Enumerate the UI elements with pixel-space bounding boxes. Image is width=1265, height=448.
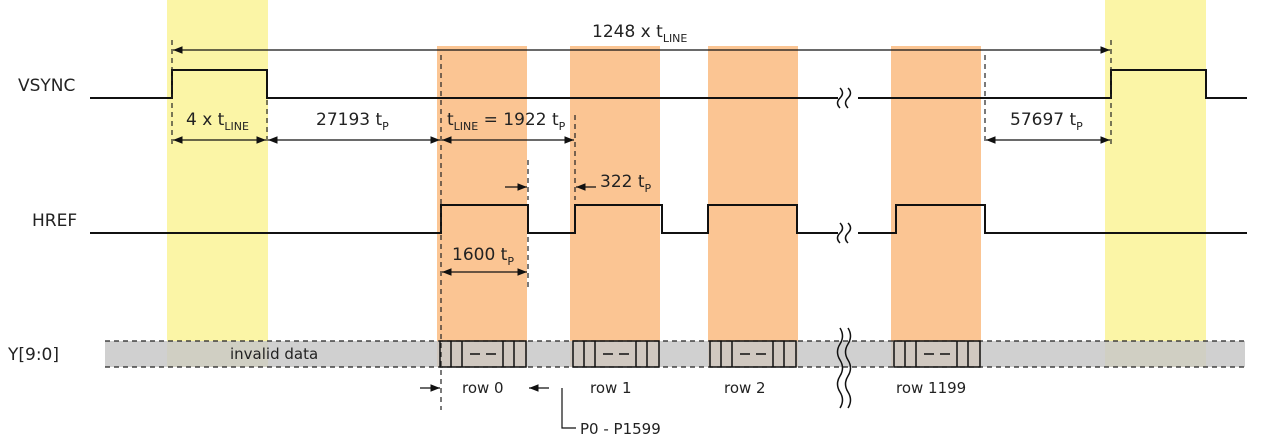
front-porch-label: 27193 tP — [316, 110, 389, 133]
row-label-1199: row 1199 — [896, 379, 966, 397]
row-label-2: row 2 — [724, 379, 766, 397]
href-highlight-row1 — [570, 46, 660, 367]
href-highlight-row1199 — [891, 46, 981, 367]
vsync-waveform — [90, 69, 838, 99]
href-waveform — [90, 204, 838, 234]
vsync-highlight-right — [1105, 0, 1206, 367]
vsync-waveform-cont — [858, 69, 1247, 99]
invalid-data-label: invalid data — [230, 345, 318, 363]
data-bus — [105, 341, 1245, 367]
vsync-width-label: 4 x tLINE — [186, 110, 249, 133]
href-highlight-row0 — [437, 46, 527, 367]
row-data-block-1 — [572, 340, 660, 368]
break-mark-vsync — [836, 87, 852, 109]
break-mark-href — [836, 222, 852, 244]
href-active-label: 1600 tP — [452, 245, 514, 268]
pixel-range-label: P0 - P1599 — [580, 420, 661, 438]
break-mark-data — [836, 327, 852, 409]
href-gap-label: 322 tP — [600, 172, 652, 195]
row-data-block-0 — [439, 340, 527, 368]
row-label-1: row 1 — [590, 379, 632, 397]
frame-period-label: 1248 x tLINE — [592, 22, 687, 45]
vsync-label: VSYNC — [18, 76, 75, 96]
tline-label: tLINE = 1922 tP — [447, 110, 566, 133]
row-data-block-1199 — [893, 340, 981, 368]
href-label: HREF — [32, 211, 77, 231]
href-highlight-row2 — [708, 46, 798, 367]
pixel-leader-line — [561, 388, 576, 429]
y-bus-label: Y[9:0] — [7, 345, 59, 365]
row-label-0: row 0 — [462, 379, 504, 397]
row-data-block-2 — [709, 340, 797, 368]
vsync-highlight-left — [167, 0, 268, 367]
back-porch-label: 57697 tP — [1010, 110, 1083, 133]
href-waveform-cont — [858, 204, 1247, 234]
